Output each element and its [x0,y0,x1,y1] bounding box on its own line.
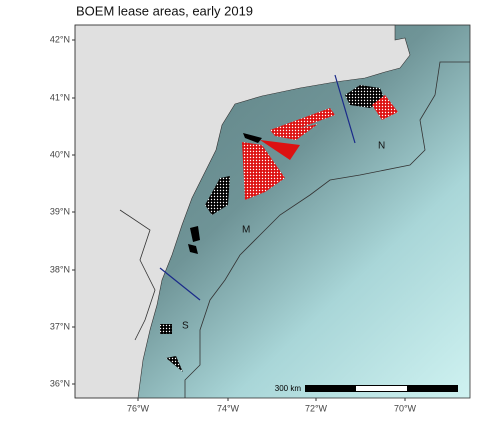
boundary [184,61,470,398]
x-tick-label: 72°W [305,403,328,413]
region-label: M [242,225,250,236]
y-tick-label: 38°N [50,264,70,274]
lease-area [270,108,335,140]
region-label: S [182,321,189,332]
lease-area [242,142,285,200]
region-label: N [378,141,385,152]
y-tick-label: 37°N [50,321,70,331]
lease-area [372,95,398,120]
y-tick-label: 41°N [50,92,70,102]
region-divider [334,74,356,144]
scale-bar: 300 km [275,384,458,393]
lease-areas [160,85,398,372]
lease-area [243,133,262,143]
map-title: BOEM lease areas, early 2019 [76,3,253,18]
scale-label: 300 km [275,384,302,393]
y-tick-label: 39°N [50,206,70,216]
x-tick-label: 76°W [127,403,150,413]
scale-segment [356,386,407,391]
x-tick-label: 74°W [217,403,240,413]
x-tick-label: 70°W [394,403,417,413]
lease-area [160,324,172,334]
bay-coast [119,209,156,341]
lease-area [188,244,198,254]
lease-area [260,140,300,160]
axes: 42°N 41°N 40°N 39°N 38°N 37°N 36°N 76°W 74°W 72°W… [50,34,417,413]
y-tick-label: 42°N [50,34,70,44]
y-tick-label: 40°N [50,149,70,159]
region-divider [159,267,201,301]
land [74,24,411,399]
lease-area [205,176,230,215]
lease-area [190,226,200,242]
map-panel: N M S 300 km [74,24,471,399]
lease-area [166,356,183,372]
lease-area [345,85,385,108]
y-tick-label: 36°N [50,378,70,388]
